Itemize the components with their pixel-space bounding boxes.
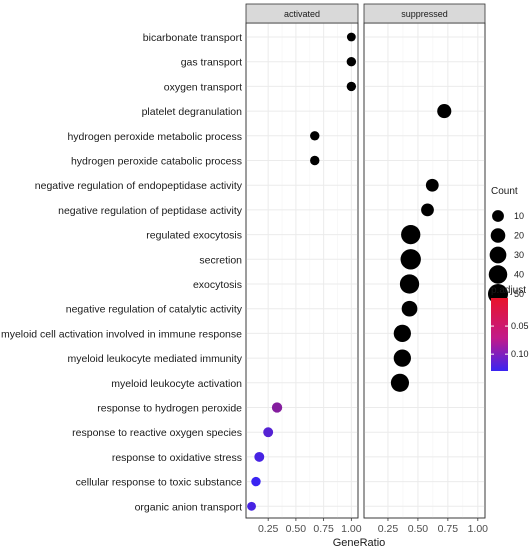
data-point <box>400 249 421 270</box>
size-legend-label: 40 <box>514 270 524 280</box>
y-tick-label: hydrogen peroxide catabolic process <box>71 156 242 168</box>
data-point <box>346 57 357 67</box>
y-tick-label: cellular response to toxic substance <box>76 477 242 489</box>
data-point <box>393 324 411 343</box>
facet-strip-label: suppressed <box>401 9 448 19</box>
color-legend-title: p.adjust <box>491 285 526 296</box>
size-legend-label: 50 <box>514 289 524 299</box>
y-tick-label: negative regulation of endopeptidase act… <box>35 180 243 192</box>
y-tick-label: exocytosis <box>193 279 242 291</box>
size-legend-key <box>492 210 504 222</box>
y-tick-label: platelet degranulation <box>142 106 243 118</box>
y-tick-label: myeloid leukocyte activation <box>111 378 242 390</box>
color-legend-label: 0.10 <box>511 349 529 359</box>
data-point <box>346 32 356 42</box>
y-tick-label: bicarbonate transport <box>143 32 242 44</box>
x-tick-label: 0.50 <box>408 523 429 535</box>
y-tick-label: hydrogen peroxide metabolic process <box>67 131 242 143</box>
x-tick-label: 0.25 <box>258 523 279 535</box>
y-tick-label: gas transport <box>181 57 242 69</box>
data-point <box>310 131 320 141</box>
facet-panels: activated 0.25 0.50 0.75 1.00 suppressed 0.25 0… <box>245 3 489 535</box>
facet-strip <box>363 3 486 24</box>
size-legend-key <box>488 265 508 284</box>
panel-background <box>245 22 359 519</box>
color-legend-label: 0.05 <box>511 321 529 331</box>
size-legend-label: 30 <box>514 250 524 260</box>
legend: Count 10 20 30 40 50p.adjust 0.05 0.10 <box>487 186 529 371</box>
data-point <box>346 81 357 92</box>
y-tick-label: secretion <box>199 254 242 266</box>
data-point <box>310 155 320 166</box>
x-tick-label: 1.00 <box>468 523 489 535</box>
x-tick-label: 1.00 <box>341 523 362 535</box>
panel-background <box>363 22 486 519</box>
data-point <box>399 274 420 294</box>
size-legend-label: 10 <box>514 211 524 221</box>
size-legend-key <box>489 246 507 264</box>
data-point <box>390 373 410 392</box>
data-point <box>401 300 418 317</box>
size-legend-key <box>490 228 506 243</box>
data-point <box>254 451 265 462</box>
y-tick-labels: bicarbonate transport gas transport oxygen… <box>1 32 243 513</box>
x-tick-label: 0.50 <box>286 523 307 535</box>
data-point <box>401 224 421 245</box>
y-tick-label: response to reactive oxygen species <box>72 427 242 439</box>
size-legend-title: Count <box>491 186 518 197</box>
y-tick-label: regulated exocytosis <box>146 230 242 242</box>
data-point <box>271 402 283 413</box>
y-tick-label: response to oxidative stress <box>112 452 242 464</box>
x-tick-label: 0.25 <box>378 523 399 535</box>
y-tick-label: myeloid cell activation involved in immu… <box>1 328 242 340</box>
data-point <box>263 427 274 438</box>
facet-panel-suppressed: suppressed 0.25 0.50 0.75 1.00 <box>363 3 489 535</box>
facet-panel-activated: activated 0.25 0.50 0.75 1.00 <box>245 3 362 535</box>
x-axis-title: GeneRatio <box>333 537 386 549</box>
facet-strip-label: activated <box>284 9 320 19</box>
size-legend-label: 20 <box>514 231 524 241</box>
y-tick-label: organic anion transport <box>135 501 242 513</box>
y-tick-label: myeloid leukocyte mediated immunity <box>68 353 243 365</box>
y-tick-label: oxygen transport <box>164 81 242 93</box>
x-tick-label: 0.75 <box>313 523 334 535</box>
y-tick-label: negative regulation of peptidase activit… <box>58 205 243 217</box>
data-point <box>425 178 439 192</box>
data-point <box>393 349 411 367</box>
x-tick-label: 0.75 <box>438 523 459 535</box>
data-point <box>437 104 452 119</box>
data-point <box>247 501 256 511</box>
y-tick-label: response to hydrogen peroxide <box>97 403 242 415</box>
data-point <box>421 203 434 217</box>
color-legend-bar <box>491 298 508 371</box>
data-point <box>251 476 261 487</box>
facet-strip <box>245 3 359 24</box>
y-tick-label: negative regulation of catalytic activit… <box>66 304 243 316</box>
